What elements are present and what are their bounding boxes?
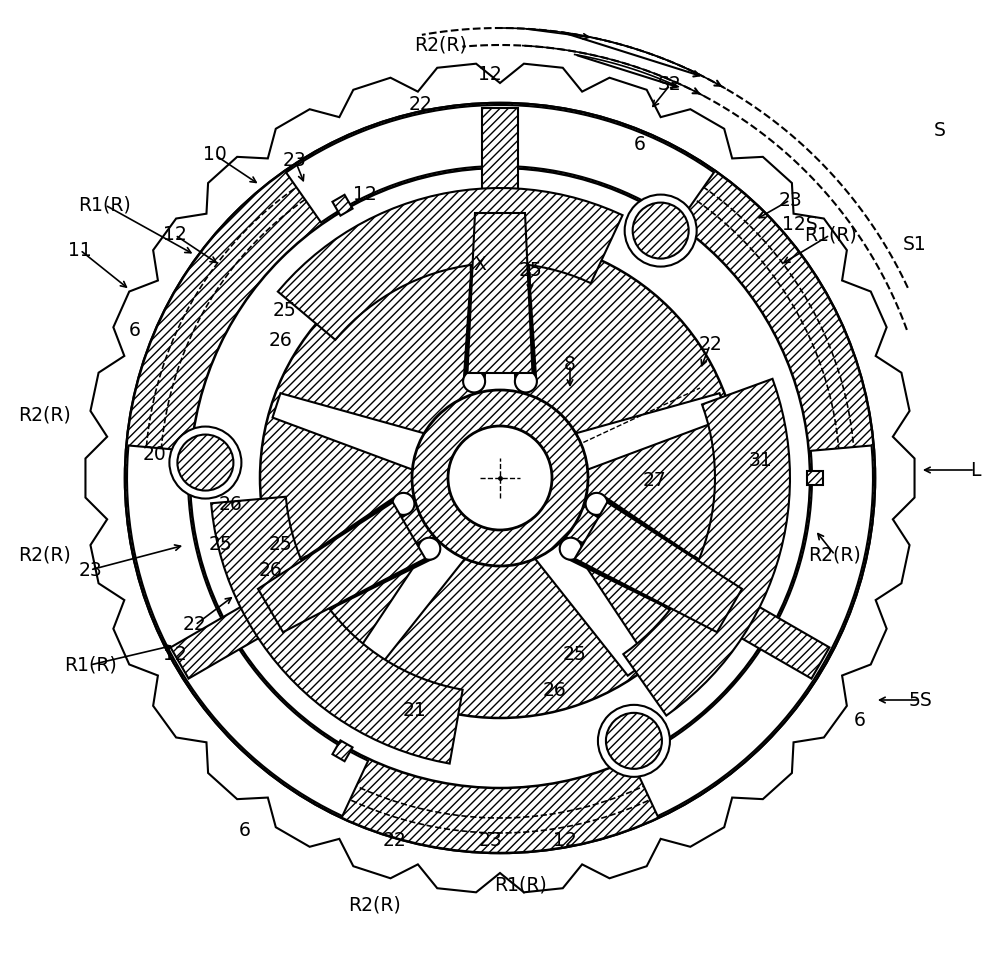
Text: 6: 6 xyxy=(239,821,251,839)
Text: 26: 26 xyxy=(543,681,567,700)
Polygon shape xyxy=(332,195,353,216)
Text: 25: 25 xyxy=(518,260,542,280)
Polygon shape xyxy=(278,188,623,340)
Polygon shape xyxy=(258,502,425,632)
Text: R2(R): R2(R) xyxy=(19,546,71,564)
Circle shape xyxy=(679,556,701,578)
Text: 23: 23 xyxy=(778,191,802,209)
Circle shape xyxy=(317,588,339,610)
Circle shape xyxy=(169,427,241,499)
Text: S2: S2 xyxy=(658,76,682,95)
Circle shape xyxy=(661,588,683,610)
Polygon shape xyxy=(632,445,873,816)
Circle shape xyxy=(560,537,582,560)
Polygon shape xyxy=(211,497,463,764)
Text: 23: 23 xyxy=(478,831,502,850)
Text: 12S: 12S xyxy=(782,216,818,234)
Polygon shape xyxy=(623,378,790,715)
Text: 8: 8 xyxy=(564,355,576,375)
Text: 12: 12 xyxy=(353,186,377,204)
Text: R1(R): R1(R) xyxy=(79,196,131,215)
Circle shape xyxy=(125,103,875,853)
Text: 10: 10 xyxy=(203,145,227,165)
Text: 26: 26 xyxy=(268,330,292,349)
Polygon shape xyxy=(352,534,467,676)
Circle shape xyxy=(507,257,529,280)
Polygon shape xyxy=(85,64,915,892)
Text: 12: 12 xyxy=(478,66,502,84)
Text: R2(R): R2(R) xyxy=(414,36,466,54)
Text: 6: 6 xyxy=(634,136,646,155)
Text: 12: 12 xyxy=(553,831,577,850)
Circle shape xyxy=(392,493,414,515)
Polygon shape xyxy=(468,213,532,373)
Text: 23: 23 xyxy=(78,560,102,580)
Polygon shape xyxy=(482,108,518,258)
Text: 20: 20 xyxy=(143,445,167,465)
Polygon shape xyxy=(682,572,829,679)
Polygon shape xyxy=(171,572,318,679)
Text: 25: 25 xyxy=(268,535,292,555)
Circle shape xyxy=(412,390,588,566)
Polygon shape xyxy=(286,106,714,223)
Circle shape xyxy=(633,202,689,258)
Text: 22: 22 xyxy=(698,336,722,354)
Text: 26: 26 xyxy=(218,496,242,515)
Text: 5S: 5S xyxy=(908,690,932,710)
Circle shape xyxy=(471,257,493,280)
Circle shape xyxy=(606,712,662,769)
Text: 12: 12 xyxy=(163,646,187,664)
Text: 21: 21 xyxy=(403,701,427,719)
Circle shape xyxy=(299,556,321,578)
Text: 22: 22 xyxy=(183,616,207,634)
Circle shape xyxy=(625,195,697,266)
Circle shape xyxy=(586,493,608,515)
Circle shape xyxy=(260,238,740,718)
Polygon shape xyxy=(332,741,353,761)
Text: 11: 11 xyxy=(68,240,92,259)
Text: 23: 23 xyxy=(283,150,307,169)
Text: 25: 25 xyxy=(563,646,587,664)
Text: 22: 22 xyxy=(408,96,432,114)
Text: R2(R): R2(R) xyxy=(349,895,401,915)
Text: S1: S1 xyxy=(903,235,927,255)
Text: 12: 12 xyxy=(163,226,187,245)
Circle shape xyxy=(463,371,485,392)
Polygon shape xyxy=(273,393,427,470)
Circle shape xyxy=(190,168,810,788)
Text: 25: 25 xyxy=(208,535,232,555)
Polygon shape xyxy=(127,445,368,816)
Circle shape xyxy=(598,705,670,777)
Polygon shape xyxy=(573,393,727,470)
Text: 6: 6 xyxy=(129,320,141,340)
Text: R1(R): R1(R) xyxy=(64,655,116,675)
Text: X: X xyxy=(474,256,486,275)
Text: 22: 22 xyxy=(383,831,407,850)
Polygon shape xyxy=(533,534,648,676)
Text: S: S xyxy=(934,120,946,139)
Text: 27: 27 xyxy=(643,470,667,490)
Polygon shape xyxy=(807,471,823,485)
Polygon shape xyxy=(481,243,519,395)
Text: L: L xyxy=(970,461,980,479)
Text: R1(R): R1(R) xyxy=(804,226,856,245)
Polygon shape xyxy=(575,502,742,632)
Circle shape xyxy=(515,371,537,392)
Text: 31: 31 xyxy=(748,450,772,469)
Circle shape xyxy=(448,426,552,530)
Text: R2(R): R2(R) xyxy=(19,406,71,425)
Circle shape xyxy=(177,435,233,491)
Circle shape xyxy=(418,537,440,560)
Text: 6: 6 xyxy=(854,711,866,730)
Text: R1(R): R1(R) xyxy=(494,875,546,894)
Text: 26: 26 xyxy=(258,560,282,580)
Text: 25: 25 xyxy=(273,300,297,319)
Text: R2(R): R2(R) xyxy=(809,546,861,564)
